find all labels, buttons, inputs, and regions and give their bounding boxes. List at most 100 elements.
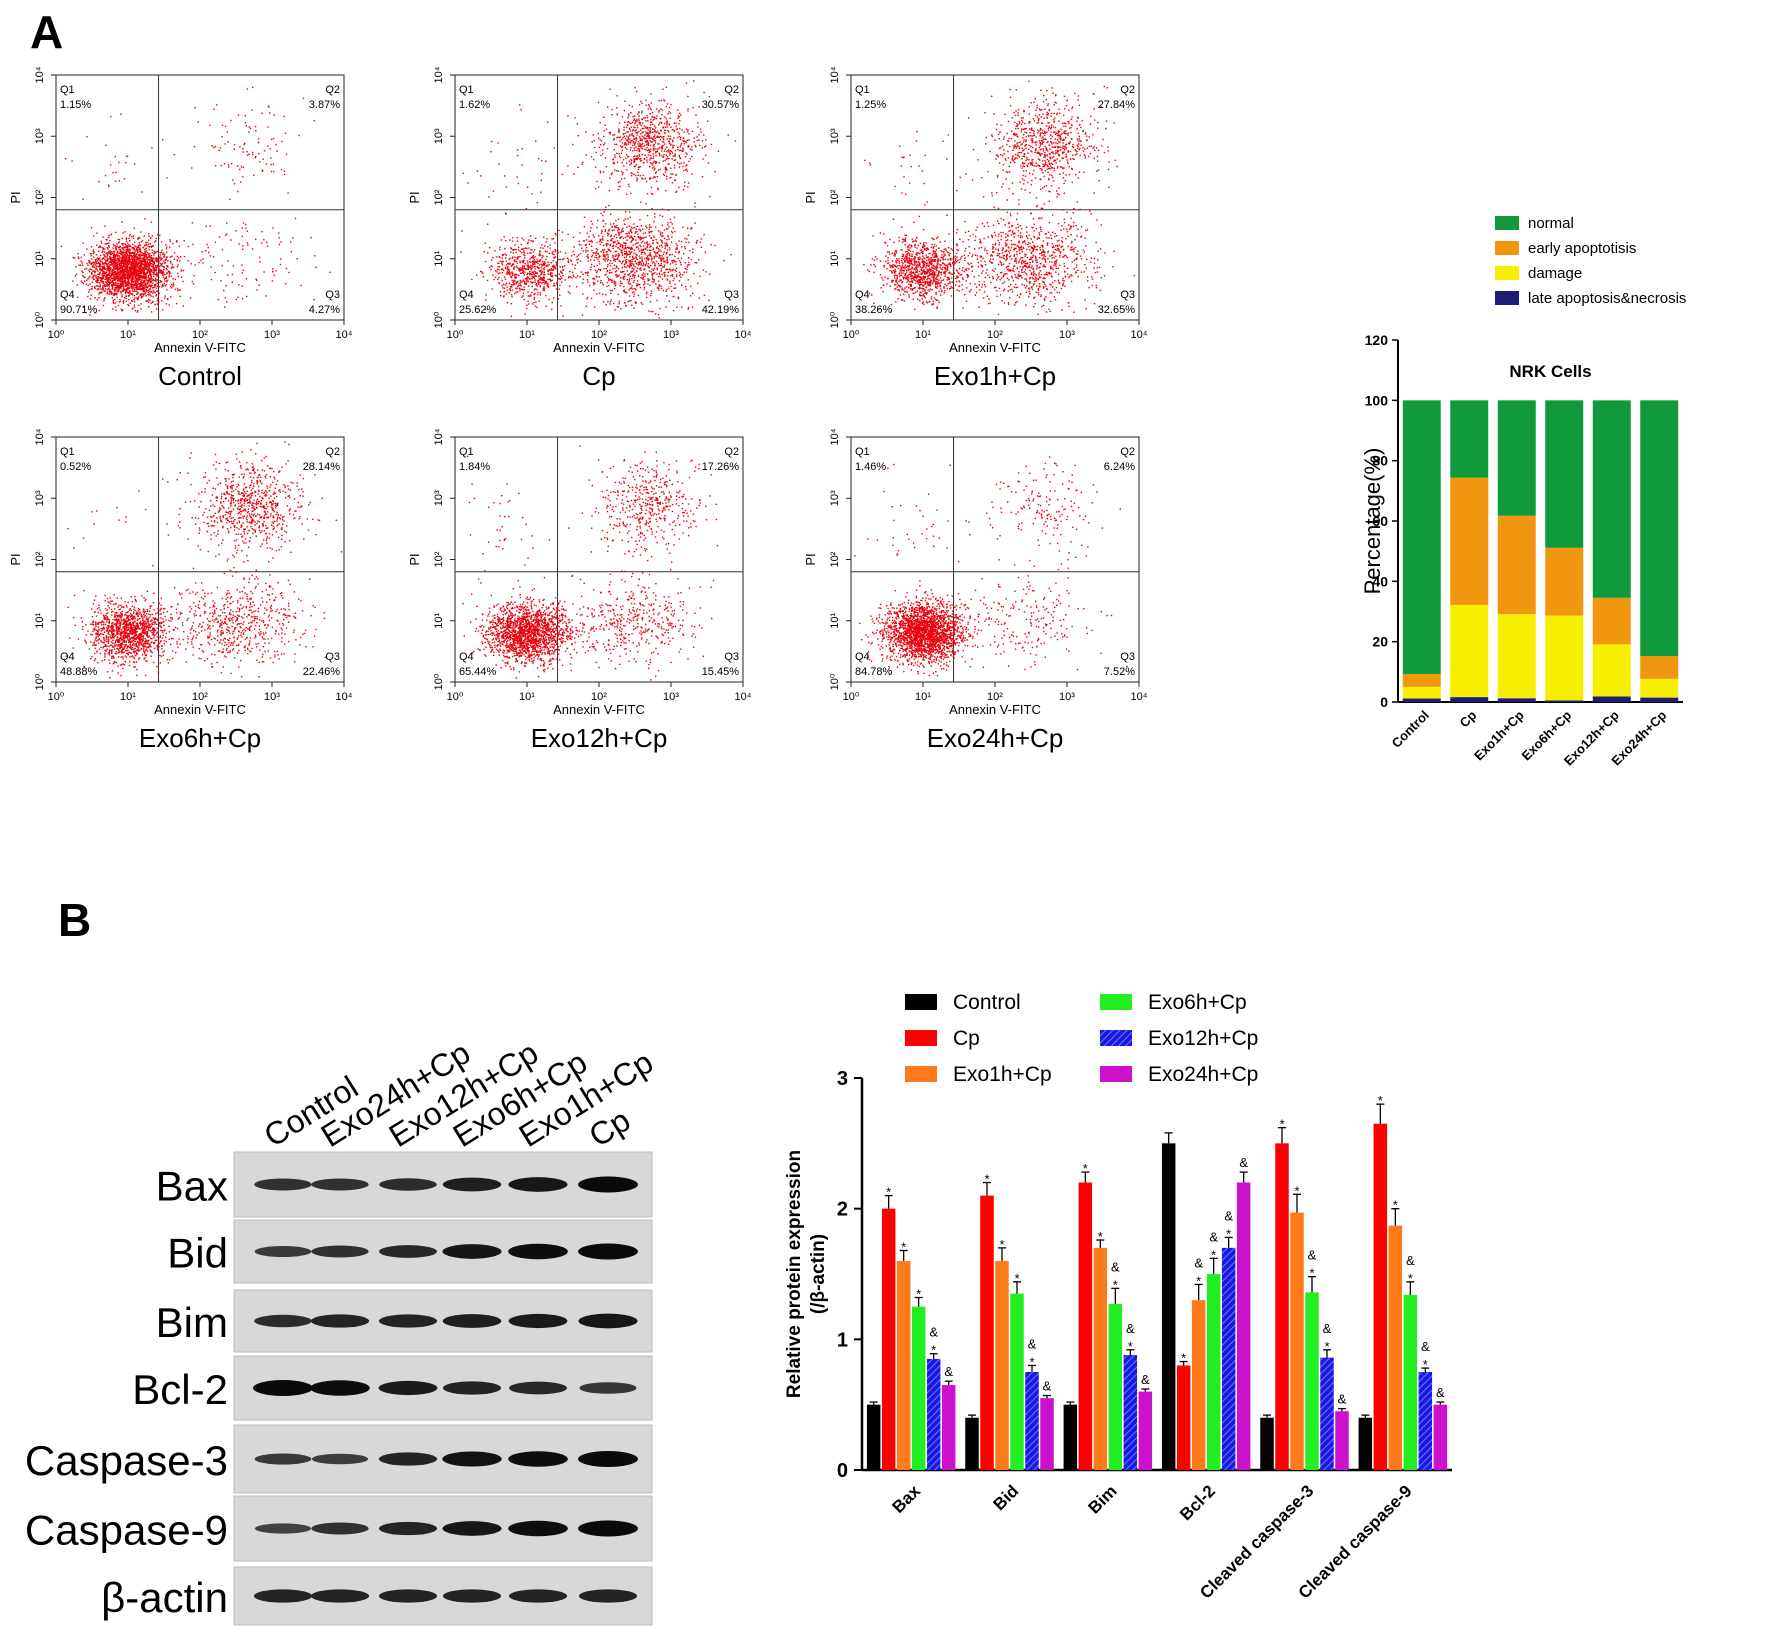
flow-event xyxy=(118,241,120,243)
flow-event xyxy=(679,157,681,159)
flow-event xyxy=(646,127,648,129)
flow-event xyxy=(600,154,602,157)
flow-event xyxy=(541,257,543,259)
flow-event xyxy=(498,262,500,264)
flow-event xyxy=(568,276,570,278)
flow-event xyxy=(661,278,664,280)
flow-event xyxy=(499,260,501,262)
flow-event xyxy=(175,302,178,305)
flow-event xyxy=(655,247,658,249)
flow-event xyxy=(527,280,529,282)
flow-event xyxy=(629,247,631,249)
flow-event xyxy=(598,256,600,258)
flow-event xyxy=(636,178,639,180)
flow-event xyxy=(168,274,170,276)
flow-event xyxy=(224,125,227,127)
flow-event xyxy=(660,234,662,236)
flow-event xyxy=(543,236,545,238)
flow-event xyxy=(615,143,618,146)
flow-event xyxy=(562,315,564,317)
flow-event xyxy=(649,157,652,160)
flow-event xyxy=(591,255,593,258)
flow-event xyxy=(657,280,660,282)
flow-event xyxy=(96,232,98,234)
flow-event xyxy=(130,267,132,269)
flow-event xyxy=(106,246,109,249)
flow-event xyxy=(646,149,649,152)
flow-event xyxy=(637,242,639,244)
flow-event xyxy=(148,278,151,281)
flow-event xyxy=(592,234,594,236)
flow-event xyxy=(89,260,91,263)
flow-event xyxy=(104,254,106,257)
flow-event xyxy=(649,162,652,164)
flow-event xyxy=(125,273,127,276)
flow-event xyxy=(628,211,631,213)
flow-event xyxy=(688,133,690,135)
flow-event xyxy=(623,177,626,180)
flow-event xyxy=(131,275,134,277)
flow-event xyxy=(638,115,640,117)
flow-event xyxy=(145,241,147,244)
flow-event xyxy=(647,108,649,110)
flow-event xyxy=(137,265,139,267)
flow-event xyxy=(112,261,115,263)
flow-event xyxy=(627,274,630,276)
flow-event xyxy=(640,145,642,147)
flow-event xyxy=(232,179,234,181)
flow-event xyxy=(528,261,531,263)
flow-event xyxy=(537,282,539,284)
flow-event xyxy=(520,272,522,275)
flow-event xyxy=(522,272,525,274)
flow-event xyxy=(498,282,500,284)
flow-event xyxy=(121,221,123,223)
flow-event xyxy=(242,151,244,153)
flow-event xyxy=(684,156,687,158)
flow-event xyxy=(669,280,671,282)
flow-event xyxy=(126,266,129,268)
flow-event xyxy=(143,272,145,275)
flow-event xyxy=(496,271,498,273)
flow-event xyxy=(255,130,257,132)
flow-event xyxy=(666,175,668,178)
flow-event xyxy=(589,259,592,261)
flow-event xyxy=(120,308,122,311)
flow-event xyxy=(521,260,523,262)
flow-event xyxy=(144,264,146,267)
flow-event xyxy=(241,285,243,287)
flow-event xyxy=(131,300,134,302)
flow-event xyxy=(591,141,593,143)
flow-event xyxy=(636,124,639,127)
flow-event xyxy=(509,274,511,276)
flow-event xyxy=(599,239,601,241)
flow-event xyxy=(703,134,705,136)
flow-event xyxy=(129,270,131,272)
flow-event xyxy=(613,281,615,283)
flow-event xyxy=(659,255,661,257)
flow-event xyxy=(114,180,117,182)
flow-event xyxy=(143,256,145,258)
flow-event xyxy=(665,268,667,271)
flow-event xyxy=(500,239,502,241)
flow-event xyxy=(97,277,99,280)
flow-event xyxy=(107,277,109,280)
flow-event xyxy=(643,288,646,290)
flow-event xyxy=(647,244,649,246)
flow-event xyxy=(101,286,104,288)
flow-event xyxy=(630,300,632,302)
flow-event xyxy=(628,265,630,268)
flow-event xyxy=(630,175,633,177)
flow-event xyxy=(636,254,638,256)
flow-event xyxy=(134,288,136,291)
flow-event xyxy=(663,266,665,268)
flow-event xyxy=(148,267,150,270)
flow-event xyxy=(609,133,611,135)
flow-event xyxy=(75,273,78,275)
flow-event xyxy=(547,273,549,275)
flow-event xyxy=(141,276,144,278)
flow-event xyxy=(567,115,569,117)
flow-event xyxy=(138,304,140,307)
flow-event xyxy=(121,247,124,249)
flow-event xyxy=(636,180,638,182)
flow-event xyxy=(633,268,635,270)
